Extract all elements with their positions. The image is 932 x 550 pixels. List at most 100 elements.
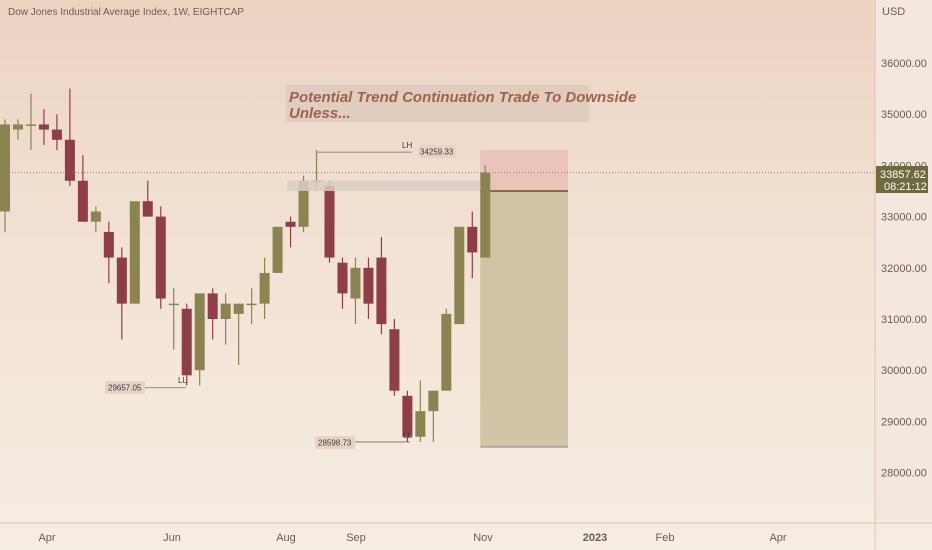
candle (337, 257, 348, 309)
candle-body (103, 231, 114, 258)
pivot-value-box (315, 436, 355, 449)
candle (90, 206, 101, 232)
time-tick-label: Nov (473, 532, 493, 544)
candle (480, 165, 491, 258)
candle-body (233, 303, 244, 314)
position-zones[interactable] (480, 150, 568, 448)
price-tick-label: 31000.00 (881, 314, 927, 326)
candle-body (324, 185, 335, 258)
idea-text-line1: Potential Trend Continuation Trade To Do… (289, 89, 636, 106)
price-badge-countdown: 08:21:12 (884, 181, 927, 193)
candle-body (64, 139, 75, 181)
candle (77, 155, 88, 222)
pivot-value-box (418, 145, 456, 158)
time-tick-label: Apr (38, 532, 55, 544)
candle (376, 237, 387, 335)
candle-body (415, 411, 426, 437)
candle-body (207, 293, 218, 319)
candle-body (428, 390, 439, 412)
candle-body (259, 272, 270, 304)
resistance-band (287, 180, 481, 191)
candle (285, 216, 296, 248)
candle (220, 293, 231, 345)
pivot-value-text: 28598.73 (318, 439, 352, 448)
candle (324, 180, 335, 263)
candle (12, 119, 23, 140)
stop-loss-zone (480, 150, 568, 191)
candle (181, 303, 192, 386)
candle (168, 288, 179, 350)
candle (363, 257, 374, 319)
take-profit-zone (480, 191, 568, 447)
candle-body (155, 216, 166, 299)
pivot-label: LL (403, 431, 412, 440)
candle-body (181, 308, 192, 376)
candle (207, 288, 218, 340)
pivot-value-text: 34259.33 (420, 148, 454, 157)
candle-body (38, 124, 49, 130)
price-tick-label: 29000.00 (881, 416, 927, 428)
candle-body (441, 313, 452, 391)
time-tick-label: Apr (769, 532, 786, 544)
candle-body (467, 226, 478, 253)
candle (350, 257, 361, 325)
candle-body (129, 201, 140, 304)
idea-text-box (286, 85, 589, 122)
candle-series (0, 88, 491, 442)
candle (402, 390, 413, 442)
candle-body (142, 201, 153, 217)
candle (25, 93, 36, 151)
candle (428, 390, 439, 442)
candle (272, 226, 283, 273)
candle (194, 293, 205, 386)
candle (103, 221, 114, 284)
candle-body (350, 267, 361, 299)
price-tick-label: 36000.00 (881, 58, 927, 70)
price-badge-value: 33857.62 (880, 169, 926, 181)
idea-text-line2: Unless... (289, 105, 351, 122)
time-tick-label: Aug (276, 532, 296, 544)
candle (142, 180, 153, 217)
candle (0, 119, 10, 232)
chart-annotations: 34259.33 LH 29657.05 LL 28598.73 LL (0, 141, 875, 449)
candle-body (337, 262, 348, 294)
price-tick-label: 30000.00 (881, 365, 927, 377)
time-tick-label: Feb (656, 532, 675, 544)
candle-body (298, 180, 309, 227)
candle (441, 308, 452, 391)
candle (246, 288, 257, 325)
candle (259, 257, 270, 319)
candle-body (168, 303, 179, 306)
candle-body (285, 221, 296, 227)
candle-body (272, 226, 283, 273)
candle-body (376, 257, 387, 325)
candle-body (25, 124, 36, 126)
time-tick-label: 2023 (583, 532, 607, 544)
candle (467, 211, 478, 279)
candle-body (12, 124, 23, 130)
pivot-value-box (105, 381, 145, 394)
candle (129, 201, 140, 304)
currency-label: USD (882, 6, 905, 18)
candle (233, 303, 244, 366)
time-tick-label: Sep (346, 532, 366, 544)
price-tick-label: 32000.00 (881, 263, 927, 275)
candle-body (90, 211, 101, 222)
price-badge (876, 166, 928, 193)
candle-body (194, 293, 205, 371)
price-tick-label: 28000.00 (881, 468, 927, 480)
time-axis[interactable]: Apr Jun Aug Sep Nov 2023 Feb Apr (38, 532, 786, 544)
pivot-value-text: 29657.05 (108, 384, 142, 393)
candle-body (51, 129, 62, 140)
candle (51, 114, 62, 151)
candle (454, 226, 465, 325)
candle-body (77, 180, 88, 222)
candle-body (402, 395, 413, 437)
price-axis-panel[interactable] (875, 0, 932, 520)
candle (389, 319, 400, 396)
candle (116, 247, 127, 340)
pivot-annotation: 34259.33 LH (317, 141, 456, 158)
candle-body (363, 267, 374, 304)
price-tick-label: 35000.00 (881, 109, 927, 121)
